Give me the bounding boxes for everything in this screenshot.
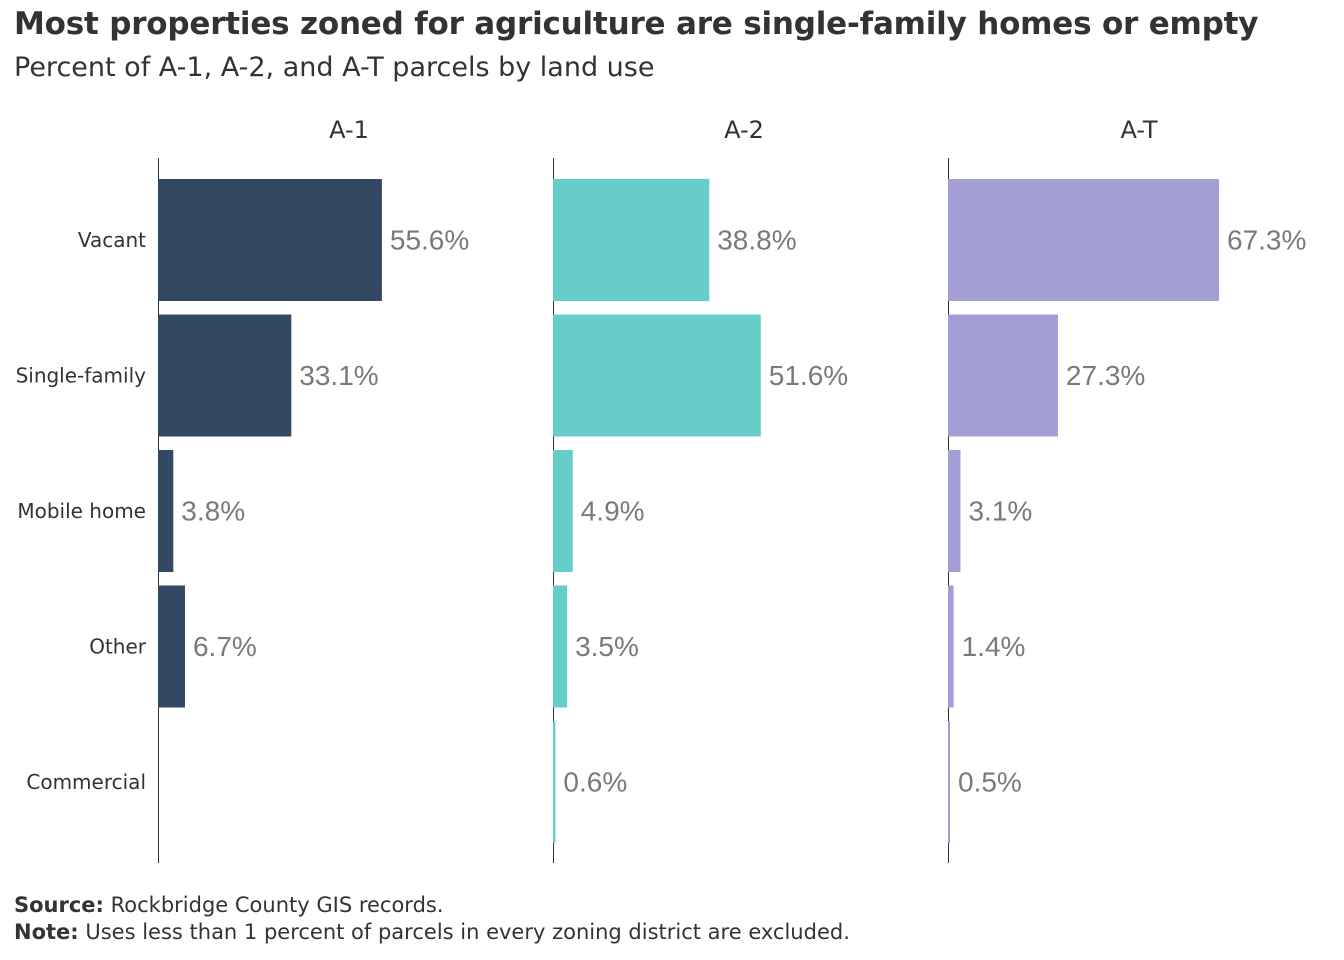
panel-a-2: A-2 38.8% 51.6% 4.9% 3.5% 0.6% [553,116,848,863]
source-text: Rockbridge County GIS records. [103,893,444,917]
panel-a-1: A-1 55.6% 33.1% 3.8% 6.7% [158,116,469,863]
source-label: Source: [14,893,104,917]
panel-a-t: A-T 67.3% 27.3% 3.1% 1.4% 0.5% [948,116,1306,863]
category-label: Vacant [78,228,146,252]
bar [553,450,573,572]
bar [948,450,961,572]
category-label: Other [89,635,147,659]
panel-title: A-2 [724,116,764,144]
source-line: Source: Rockbridge County GIS records. [14,892,850,919]
bar-value-label: 67.3% [1227,225,1306,256]
bar-value-label: 4.9% [581,496,645,527]
bar-value-label: 55.6% [390,225,469,256]
category-label: Single-family [16,364,147,388]
bar-value-label: 38.8% [717,225,796,256]
bar-value-label: 3.1% [968,496,1032,527]
bar-value-label: 1.4% [962,631,1026,662]
panel-title: A-T [1120,116,1157,144]
bar-value-label: 33.1% [299,360,378,391]
bar-value-label: 0.6% [563,767,627,798]
bar [948,179,1219,301]
chart-title: Most properties zoned for agriculture ar… [14,6,1259,42]
category-label: Commercial [26,770,146,794]
bar [553,179,710,301]
bar-value-label: 6.7% [193,631,257,662]
note-text: Uses less than 1 percent of parcels in e… [78,920,850,944]
bar [158,314,292,437]
bar [158,179,382,301]
bar [553,585,568,708]
chart-subtitle: Percent of A-1, A-2, and A-T parcels by … [14,52,655,83]
bar-chart: Vacant Single-family Mobile home Other Comme… [16,116,1306,863]
panel-title: A-1 [329,116,369,144]
bar-value-label: 3.5% [575,631,639,662]
bar [158,450,174,572]
bar [158,585,185,708]
category-label: Mobile home [17,499,146,523]
bar-value-label: 27.3% [1066,360,1145,391]
bar [553,314,761,437]
bar-value-label: 3.8% [181,496,245,527]
note-line: Note: Uses less than 1 percent of parcel… [14,919,850,946]
chart-notes: Source: Rockbridge County GIS records. N… [14,892,850,946]
bar [948,585,954,708]
bar-value-label: 51.6% [769,360,848,391]
bar [553,721,556,843]
bar [948,721,951,843]
bar-value-label: 0.5% [958,767,1022,798]
note-label: Note: [14,920,79,944]
bar [948,314,1058,437]
